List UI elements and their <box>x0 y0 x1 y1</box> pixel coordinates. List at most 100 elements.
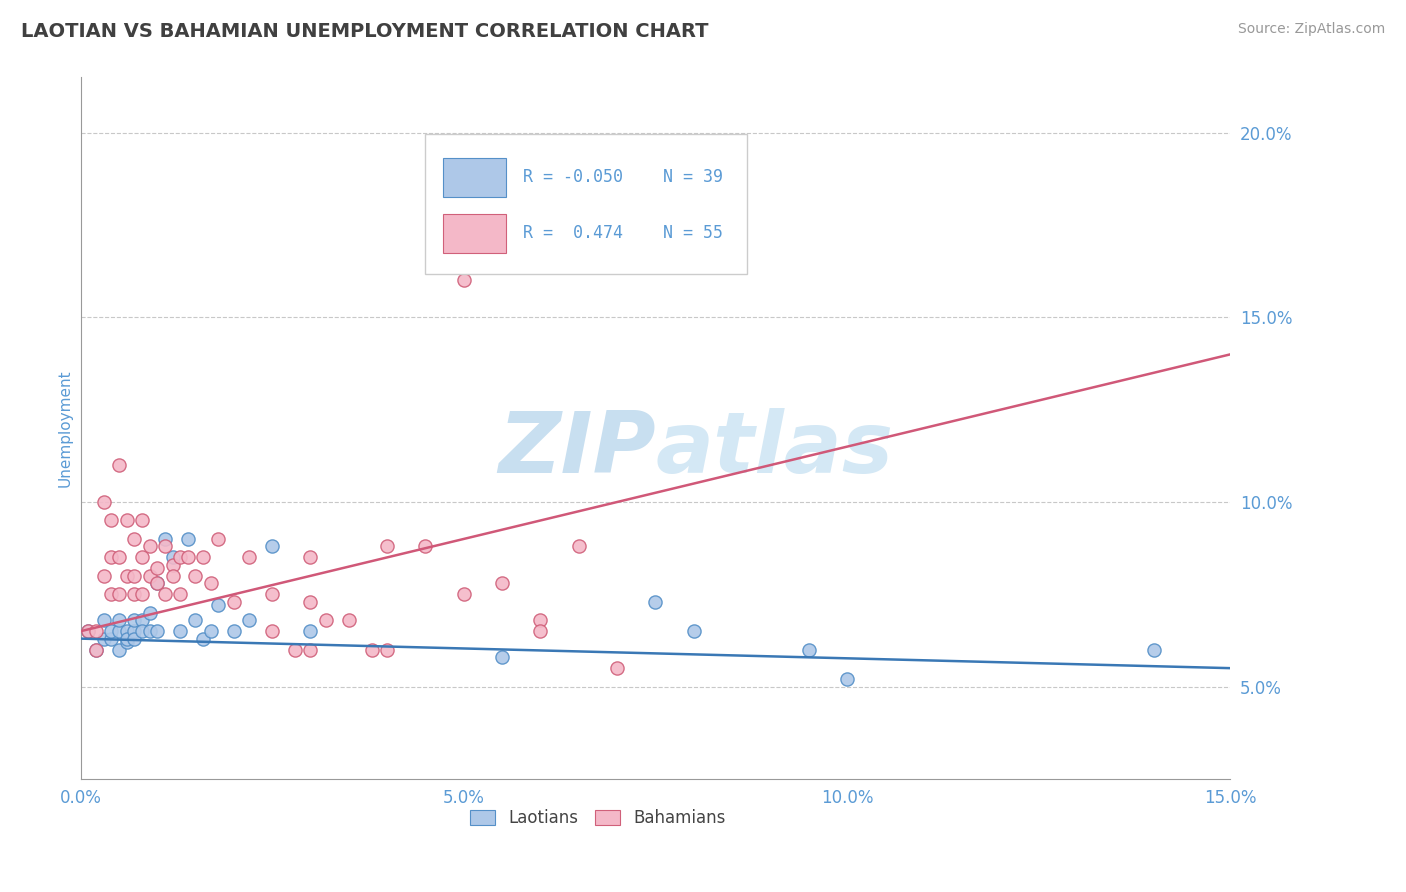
Point <box>100 624 122 639</box>
Point <box>122 632 145 646</box>
Point <box>122 587 145 601</box>
Point <box>93 495 115 509</box>
Point <box>108 624 131 639</box>
Point <box>153 539 176 553</box>
Point <box>606 661 628 675</box>
Point <box>93 569 115 583</box>
Point <box>835 672 858 686</box>
Point <box>337 613 360 627</box>
Point <box>491 650 513 665</box>
Point <box>153 587 176 601</box>
Point <box>138 624 160 639</box>
Legend: Laotians, Bahamians: Laotians, Bahamians <box>464 803 733 834</box>
FancyBboxPatch shape <box>426 134 748 274</box>
Point <box>138 569 160 583</box>
Point <box>100 632 122 646</box>
Point <box>115 569 138 583</box>
Point <box>115 632 138 646</box>
Point <box>122 624 145 639</box>
Point <box>162 569 184 583</box>
Point <box>453 587 475 601</box>
Point <box>131 613 153 627</box>
Point <box>77 624 100 639</box>
Text: ZIP: ZIP <box>498 408 655 491</box>
Point <box>797 642 820 657</box>
Point <box>284 642 307 657</box>
Text: R =  0.474    N = 55: R = 0.474 N = 55 <box>523 224 723 242</box>
Point <box>491 576 513 591</box>
Point <box>529 624 551 639</box>
Point <box>299 624 322 639</box>
Point <box>131 513 153 527</box>
Point <box>169 624 191 639</box>
Point <box>115 513 138 527</box>
Point <box>100 587 122 601</box>
Point <box>169 587 191 601</box>
Point <box>177 532 200 546</box>
Point <box>100 513 122 527</box>
Point <box>108 642 131 657</box>
Point <box>238 550 260 565</box>
Point <box>162 558 184 572</box>
Text: Source: ZipAtlas.com: Source: ZipAtlas.com <box>1237 22 1385 37</box>
Point <box>122 569 145 583</box>
Point <box>222 595 245 609</box>
Point <box>191 632 214 646</box>
Point <box>93 613 115 627</box>
Point <box>200 576 222 591</box>
Point <box>375 539 398 553</box>
Point <box>375 642 398 657</box>
Point <box>682 624 704 639</box>
Point <box>108 613 131 627</box>
Point <box>108 587 131 601</box>
Point <box>299 550 322 565</box>
Point <box>84 642 107 657</box>
Point <box>568 539 591 553</box>
Point <box>138 539 160 553</box>
Point <box>299 595 322 609</box>
Point <box>207 532 229 546</box>
Point <box>131 550 153 565</box>
Text: atlas: atlas <box>655 408 894 491</box>
Point <box>77 624 100 639</box>
Point <box>222 624 245 639</box>
Point <box>262 624 284 639</box>
FancyBboxPatch shape <box>443 158 506 197</box>
Point <box>299 642 322 657</box>
Point <box>93 632 115 646</box>
Y-axis label: Unemployment: Unemployment <box>58 369 72 487</box>
Point <box>1143 642 1166 657</box>
Point <box>100 550 122 565</box>
Point <box>529 613 551 627</box>
Point <box>138 606 160 620</box>
Point <box>453 273 475 287</box>
Point <box>415 539 437 553</box>
Point <box>191 550 214 565</box>
Point <box>360 642 382 657</box>
Point <box>146 576 169 591</box>
Point <box>153 532 176 546</box>
Point <box>184 613 207 627</box>
Point <box>169 550 191 565</box>
Point <box>146 561 169 575</box>
Point <box>207 599 229 613</box>
Point <box>115 624 138 639</box>
Point <box>315 613 337 627</box>
Point <box>146 576 169 591</box>
Point <box>84 642 107 657</box>
Point <box>200 624 222 639</box>
Point <box>115 635 138 649</box>
Point <box>644 595 666 609</box>
Point <box>184 569 207 583</box>
Point <box>238 613 260 627</box>
Text: R = -0.050    N = 39: R = -0.050 N = 39 <box>523 168 723 186</box>
FancyBboxPatch shape <box>443 214 506 252</box>
Point <box>177 550 200 565</box>
Point <box>122 532 145 546</box>
Point <box>262 539 284 553</box>
Point <box>108 458 131 472</box>
Point <box>122 613 145 627</box>
Text: LAOTIAN VS BAHAMIAN UNEMPLOYMENT CORRELATION CHART: LAOTIAN VS BAHAMIAN UNEMPLOYMENT CORRELA… <box>21 22 709 41</box>
Point <box>84 624 107 639</box>
Point <box>262 587 284 601</box>
